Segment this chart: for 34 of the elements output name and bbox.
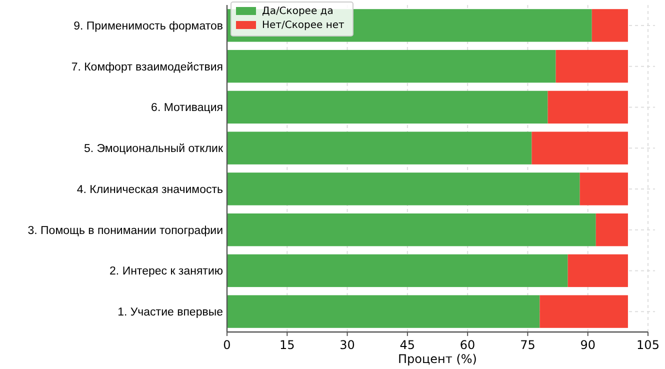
bar bbox=[592, 9, 628, 42]
bar bbox=[556, 50, 628, 83]
bar bbox=[532, 132, 628, 164]
x-tick-label: 15 bbox=[280, 338, 295, 352]
bar bbox=[227, 213, 596, 246]
y-tick-label: 6. Мотивация bbox=[151, 102, 223, 114]
bar bbox=[227, 50, 556, 83]
y-tick-label: 3. Помощь в понимании топографии bbox=[28, 224, 223, 237]
y-tick-label: 1. Участие впервые bbox=[118, 306, 223, 319]
x-axis-title: Процент (%) bbox=[398, 352, 477, 366]
x-tick-label: 90 bbox=[580, 338, 596, 352]
bar bbox=[227, 254, 568, 288]
bar bbox=[227, 172, 580, 206]
bar bbox=[540, 295, 628, 328]
bar bbox=[227, 132, 532, 164]
y-tick-label: 4. Клиническая значимость bbox=[76, 184, 223, 196]
legend-label: Нет/Скорее нет bbox=[262, 20, 345, 31]
bar bbox=[568, 254, 628, 288]
y-tick-label: 7. Комфорт взаимодействия bbox=[71, 61, 223, 74]
x-tick-label: 45 bbox=[400, 338, 416, 352]
y-tick-label: 5. Эмоциональный отклик bbox=[84, 143, 224, 156]
bar bbox=[227, 295, 540, 328]
bar bbox=[227, 90, 548, 124]
bar bbox=[596, 213, 628, 246]
bar bbox=[548, 90, 628, 124]
x-tick-label: 60 bbox=[460, 338, 476, 352]
legend-label: Да/Скорее да bbox=[262, 6, 334, 17]
x-tick-label: 30 bbox=[340, 338, 355, 352]
y-tick-label: 9. Применимость форматов bbox=[74, 20, 223, 32]
bar bbox=[580, 172, 628, 206]
x-tick-label: 0 bbox=[223, 338, 231, 352]
y-tick-label: 2. Интерес к занятию bbox=[110, 266, 224, 278]
x-tick-label: 75 bbox=[520, 338, 536, 352]
x-tick-label: 105 bbox=[636, 338, 660, 352]
